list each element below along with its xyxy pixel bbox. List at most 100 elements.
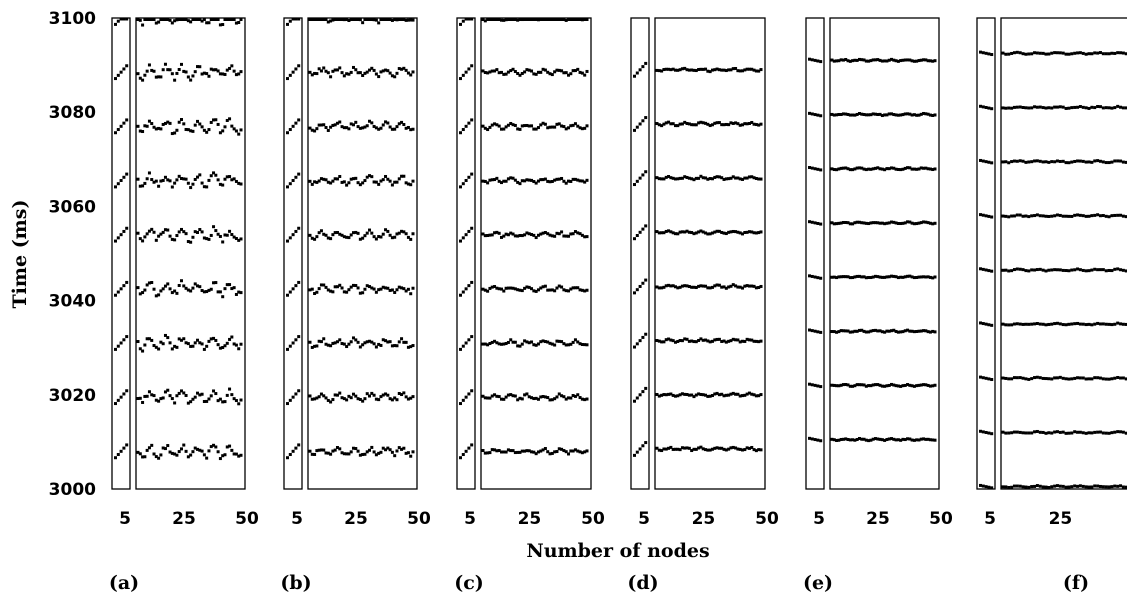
data-point — [633, 128, 636, 132]
data-point — [883, 384, 887, 388]
data-point — [523, 393, 527, 397]
data-point — [490, 285, 494, 289]
data-point — [1027, 269, 1031, 273]
data-point — [147, 119, 151, 123]
data-point — [890, 166, 894, 170]
data-point — [585, 449, 589, 453]
data-point — [906, 274, 910, 278]
panel-label: (c) — [454, 572, 484, 594]
data-point — [896, 384, 900, 388]
data-point — [170, 132, 174, 136]
data-point — [1067, 322, 1071, 326]
data-point — [143, 455, 147, 459]
data-point — [534, 343, 538, 347]
data-point — [1067, 377, 1071, 381]
data-point — [926, 221, 930, 225]
data-point — [237, 290, 241, 294]
data-point — [326, 71, 330, 75]
data-point — [152, 230, 156, 234]
data-point — [200, 449, 204, 453]
data-point — [981, 484, 985, 488]
data-point — [411, 395, 415, 399]
data-point — [209, 337, 213, 341]
data-point — [470, 64, 474, 68]
data-point — [286, 131, 289, 135]
data-point — [168, 121, 172, 125]
data-point — [536, 18, 540, 22]
data-point — [883, 438, 887, 442]
data-point — [736, 447, 740, 451]
data-point — [506, 340, 510, 344]
data-point — [1124, 322, 1127, 326]
data-point — [638, 122, 642, 126]
data-point — [207, 397, 211, 401]
data-point — [525, 231, 529, 235]
data-point — [894, 384, 898, 388]
data-point — [576, 231, 580, 235]
data-point — [1035, 51, 1039, 55]
data-point — [567, 73, 571, 77]
data-point — [981, 322, 985, 326]
data-point — [984, 322, 988, 326]
data-point — [1113, 376, 1117, 380]
data-point — [715, 337, 719, 341]
data-point — [154, 75, 158, 79]
data-point — [497, 395, 501, 399]
data-point — [205, 399, 209, 403]
data-point — [1041, 485, 1045, 489]
data-point — [395, 398, 399, 402]
data-point — [562, 449, 566, 453]
data-point — [191, 344, 195, 348]
data-point — [981, 213, 985, 217]
data-point — [518, 73, 522, 77]
data-point — [145, 394, 149, 398]
data-point — [585, 18, 589, 21]
data-point — [673, 177, 677, 181]
data-point — [585, 288, 589, 292]
data-point — [680, 176, 684, 180]
data-point — [832, 275, 836, 279]
data-point — [1101, 160, 1105, 164]
data-point — [161, 342, 165, 346]
data-point — [819, 114, 823, 118]
data-point — [313, 237, 317, 241]
data-point — [933, 275, 937, 279]
data-point — [585, 235, 589, 239]
data-point — [1104, 431, 1108, 435]
data-point — [152, 180, 156, 184]
data-point — [182, 177, 186, 181]
data-point — [182, 230, 186, 234]
data-point — [717, 337, 721, 341]
data-point — [883, 275, 887, 279]
data-point — [560, 176, 564, 180]
data-point — [899, 59, 903, 63]
data-point — [883, 168, 887, 172]
data-point — [308, 340, 312, 344]
data-point — [502, 127, 506, 131]
x-tick-label: 5 — [464, 509, 476, 529]
data-point — [1041, 214, 1045, 218]
data-point — [1018, 376, 1022, 380]
data-point — [1044, 377, 1048, 381]
data-point — [315, 180, 319, 184]
data-point — [237, 181, 241, 185]
data-point — [506, 70, 510, 74]
data-point — [987, 431, 991, 435]
panel-frame — [829, 17, 940, 490]
data-point — [680, 230, 684, 234]
data-point — [288, 398, 292, 402]
data-point — [871, 383, 875, 387]
data-point — [354, 394, 358, 398]
data-point — [571, 177, 575, 181]
data-point — [1124, 215, 1127, 219]
data-point — [361, 291, 365, 295]
data-point — [157, 234, 161, 238]
data-point — [326, 288, 330, 292]
data-point — [141, 291, 145, 295]
data-point — [1038, 105, 1042, 109]
data-point — [467, 17, 471, 21]
data-point — [919, 112, 923, 116]
data-point — [857, 328, 861, 332]
data-point — [571, 18, 575, 21]
data-point — [232, 127, 236, 131]
